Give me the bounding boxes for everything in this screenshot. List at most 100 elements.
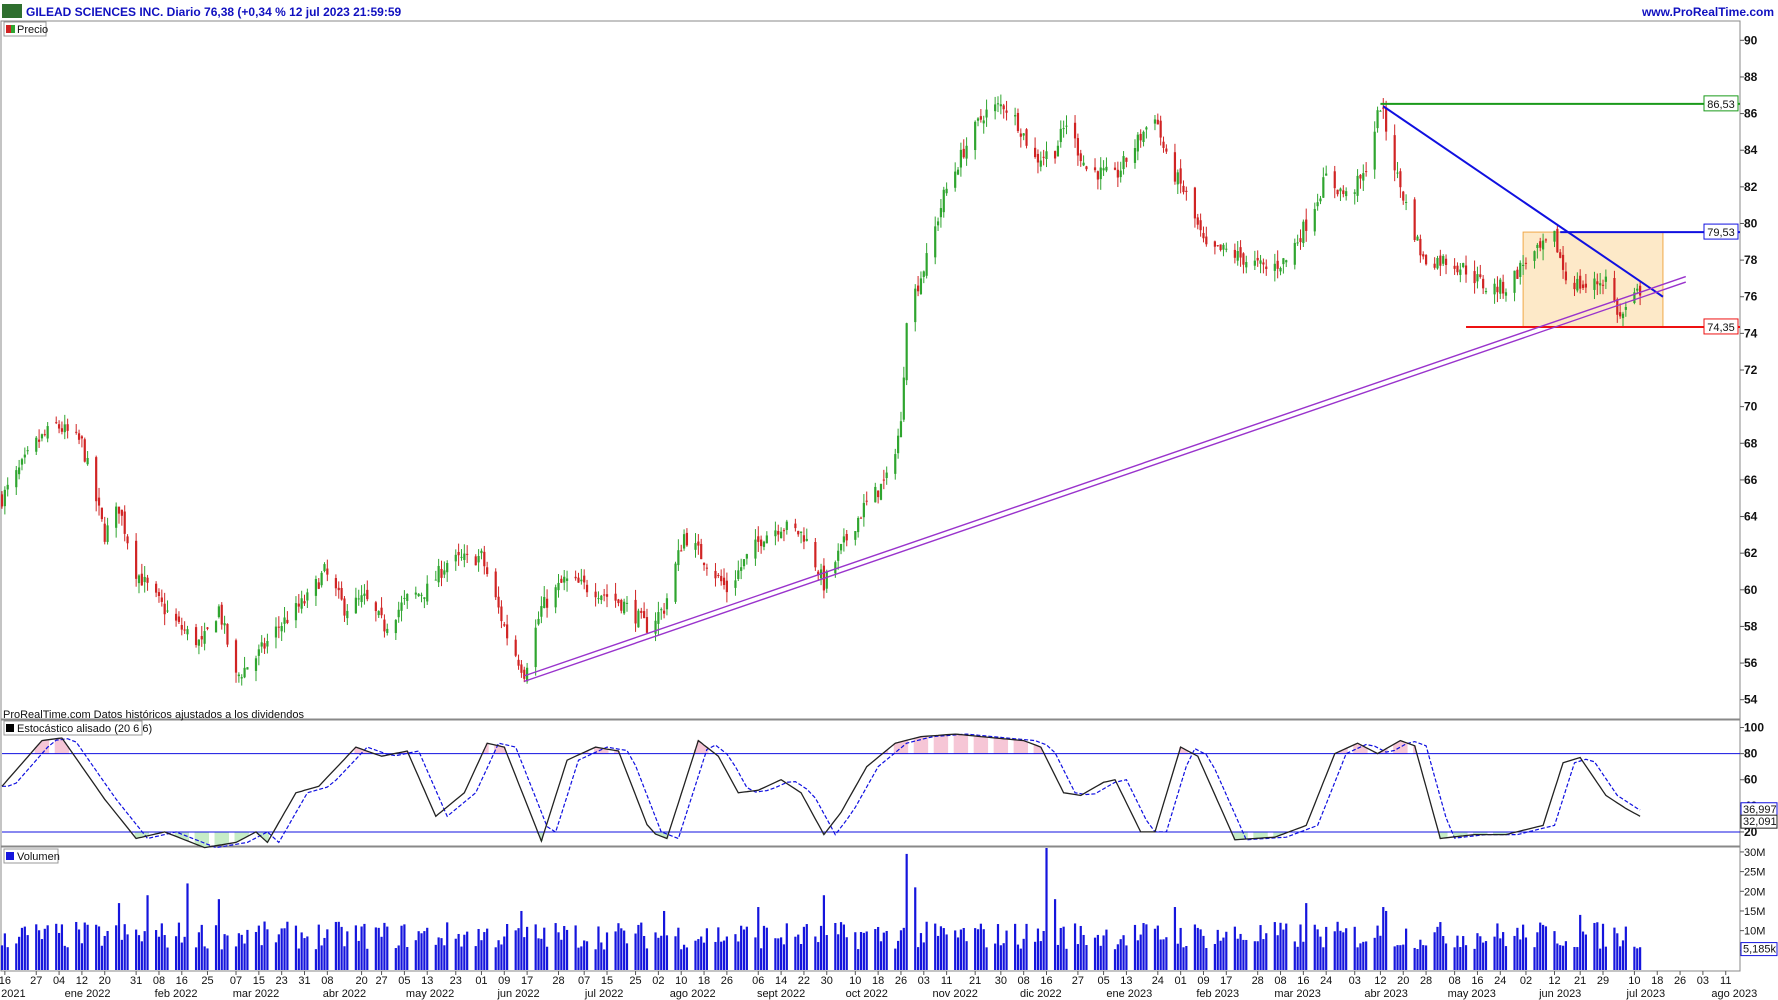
candle-body: [1376, 110, 1379, 129]
volume-bar: [985, 947, 988, 970]
volume-bar: [1325, 926, 1328, 970]
x-day-label: 26: [895, 975, 907, 987]
volume-bar: [936, 935, 940, 970]
volume-bar: [420, 933, 423, 970]
x-day-label: 08: [153, 975, 165, 987]
candle-body: [1593, 278, 1596, 290]
candle-body: [1539, 241, 1542, 248]
candle-body: [1016, 112, 1020, 131]
candle-body: [197, 639, 201, 646]
volume-bar: [617, 923, 620, 970]
volume-bar: [1464, 945, 1468, 970]
volume-bar: [545, 946, 549, 970]
candle-body: [1479, 274, 1482, 277]
candle-body: [1402, 191, 1405, 201]
volume-bar: [377, 927, 380, 970]
volume-bar: [1376, 925, 1379, 970]
candle-body: [1553, 230, 1556, 242]
candle-body: [0, 494, 4, 507]
site-link[interactable]: www.ProRealTime.com: [1641, 5, 1774, 19]
volume-bar: [799, 943, 803, 970]
candle-body: [994, 104, 997, 112]
volume-bar: [939, 926, 943, 970]
candle-body: [705, 567, 709, 569]
volume-bar: [1519, 939, 1522, 970]
volume-bar: [157, 936, 161, 970]
volume-bar: [260, 945, 263, 970]
candle-body: [1422, 254, 1425, 257]
purple-trendline: [524, 281, 1687, 683]
candle-body: [894, 454, 897, 474]
volume-bar: [1393, 946, 1396, 970]
candle-body: [982, 120, 985, 124]
volume-bar: [280, 928, 283, 970]
candle-body: [55, 422, 58, 424]
volume-bar: [1302, 941, 1305, 970]
price-legend-swatch-up: [11, 25, 15, 33]
volume-bar: [557, 932, 560, 970]
candle-body: [1199, 220, 1202, 231]
x-day-label: 02: [652, 975, 664, 987]
volume-bar: [1105, 929, 1108, 970]
price-tick-label: 82: [1744, 180, 1758, 194]
candle-body: [794, 523, 797, 529]
price-tick-label: 78: [1744, 253, 1758, 267]
volume-bar: [814, 936, 817, 970]
candle-body: [700, 543, 703, 560]
candle-body: [23, 454, 26, 458]
candle-body: [936, 221, 940, 226]
candle-body: [1153, 119, 1157, 124]
candle-body: [897, 435, 900, 454]
candle-body: [722, 577, 726, 586]
volume-bar: [1533, 947, 1536, 970]
volume-bar: [440, 938, 443, 970]
candle-body: [1293, 242, 1296, 265]
candle-body: [1265, 266, 1268, 270]
level-tag-label: 74,35: [1707, 322, 1735, 334]
volume-bar: [506, 924, 509, 970]
volume-bar: [722, 940, 726, 970]
candle-body: [1014, 115, 1017, 117]
overbought-fill: [34, 734, 1417, 754]
candle-body: [974, 121, 977, 151]
volume-bar: [1293, 941, 1296, 970]
volume-bar: [443, 945, 446, 970]
volume-bar: [760, 948, 763, 970]
candle-body: [1219, 244, 1222, 250]
volume-last-box: [1740, 942, 1778, 957]
candle-body: [1113, 167, 1117, 170]
volume-bar: [1419, 939, 1422, 970]
candle-body: [780, 531, 783, 539]
volume-bar: [63, 945, 66, 970]
candle-body: [1045, 151, 1048, 160]
volume-bar: [1253, 941, 1256, 970]
volume-bar: [1233, 926, 1236, 970]
volume-bar: [1316, 929, 1319, 970]
x-month-label: oct 2022: [846, 988, 888, 1000]
volume-tick-label: 20M: [1744, 886, 1765, 898]
candle-body: [543, 596, 546, 608]
volume-bar: [1073, 923, 1077, 970]
volume-bar: [677, 927, 680, 970]
candle-body: [1393, 135, 1396, 171]
volume-bar: [1413, 947, 1416, 970]
candle-body: [1105, 166, 1108, 171]
candle-body: [665, 598, 669, 610]
volume-bar: [1119, 939, 1122, 970]
volume-bar: [700, 936, 703, 970]
volume-bar: [274, 942, 278, 970]
candle-body: [60, 428, 64, 432]
volume-bar: [460, 946, 463, 970]
candle-body: [137, 575, 141, 584]
x-month-label: sept 2022: [757, 988, 805, 1000]
x-month-label: jun 2023: [1538, 988, 1581, 1000]
volume-bar: [400, 925, 403, 970]
volume-bar: [226, 935, 229, 970]
candle-body: [1093, 167, 1097, 171]
volume-bar: [314, 949, 318, 970]
volume-bar: [1014, 923, 1017, 970]
volume-bar: [777, 938, 780, 970]
candle-body: [597, 598, 600, 600]
candle-body: [100, 507, 103, 520]
candle-body: [63, 424, 66, 433]
